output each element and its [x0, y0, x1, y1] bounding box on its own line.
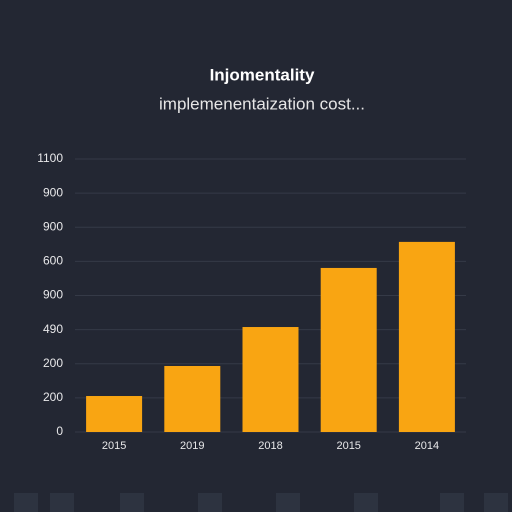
chart-subtitle: implemenentaization cost...	[159, 94, 365, 113]
bar	[398, 241, 455, 432]
bar	[164, 365, 221, 432]
x-tick-label: 2015	[336, 440, 360, 452]
bar	[86, 396, 143, 432]
y-tick-label: 0	[56, 424, 63, 438]
x-tick-label: 2014	[415, 440, 439, 452]
y-tick-label: 200	[43, 356, 63, 370]
y-tick-label: 490	[43, 322, 63, 336]
bar	[320, 267, 377, 432]
bar	[242, 327, 299, 432]
y-tick-label: 200	[43, 390, 63, 404]
footer-strip	[14, 493, 508, 512]
x-tick-label: 2018	[258, 440, 282, 452]
x-tick-label: 2015	[102, 440, 126, 452]
y-tick-label: 900	[43, 219, 63, 233]
y-tick-label: 600	[43, 254, 63, 268]
y-tick-label: 900	[43, 288, 63, 302]
y-tick-label: 1100	[37, 151, 63, 165]
x-tick-label: 2019	[180, 440, 204, 452]
chart-title: Injomentality	[210, 65, 315, 84]
y-tick-label: 900	[43, 185, 63, 199]
